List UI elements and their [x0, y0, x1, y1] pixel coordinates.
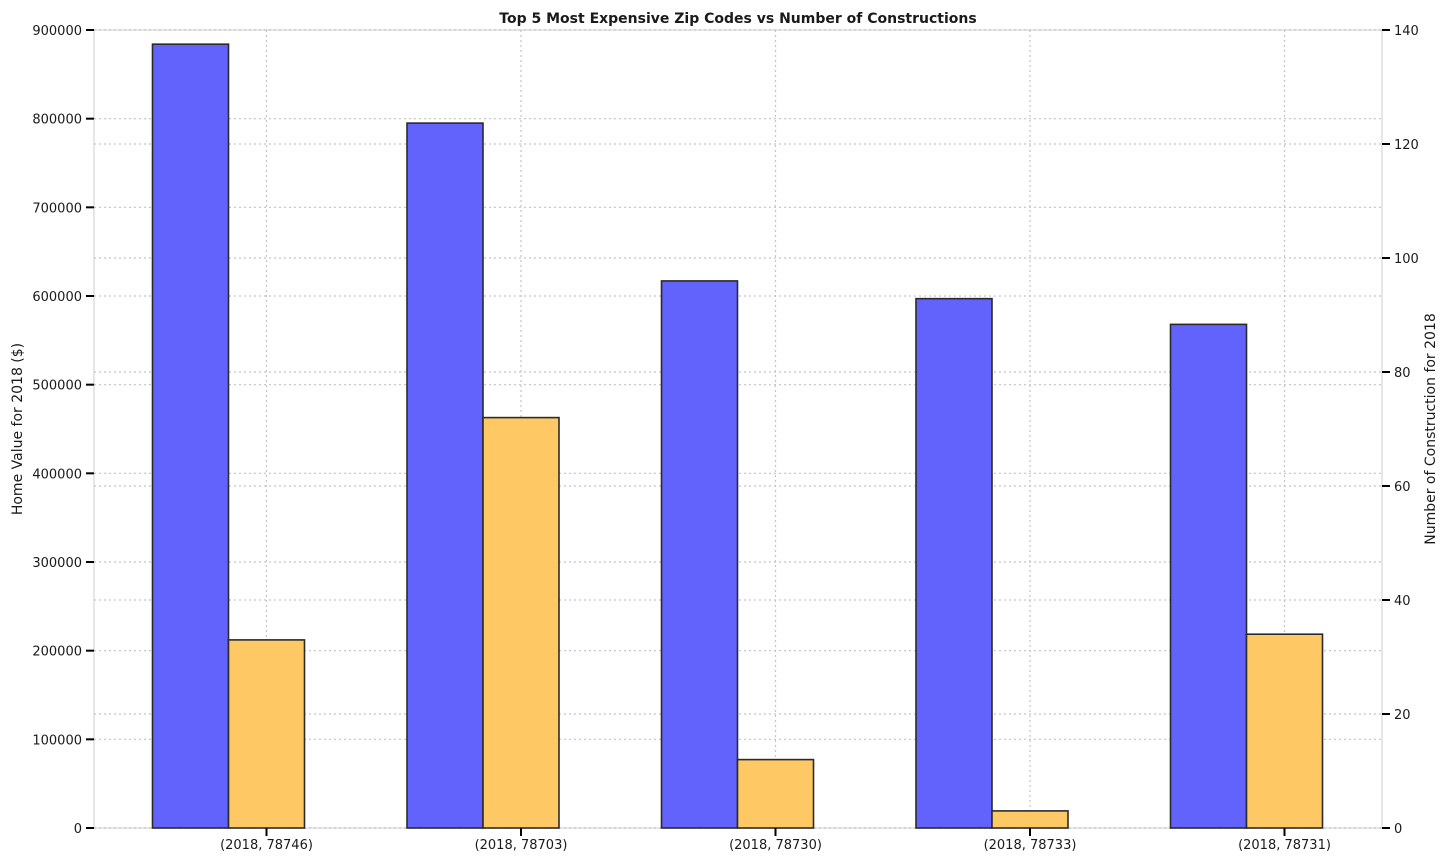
bar-home-value: [151, 43, 230, 829]
x-tick-label: (2018, 78731): [1238, 838, 1331, 853]
y-right-tick-label: 40: [1394, 594, 1411, 609]
x-tick-label: (2018, 78746): [220, 838, 313, 853]
bar-home-value: [406, 122, 484, 829]
bar-home-value: [660, 280, 739, 829]
y-right-tick-label: 80: [1394, 366, 1411, 381]
y-left-tick-label: 100000: [32, 733, 82, 748]
y-left-tick-label: 400000: [32, 467, 82, 482]
y-right-tick-label: 120: [1394, 138, 1419, 153]
y-left-tick-label: 900000: [32, 24, 82, 39]
bar-construction-count: [482, 416, 560, 829]
x-tick-label: (2018, 78703): [475, 838, 568, 853]
y-left-tick-label: 600000: [32, 290, 82, 305]
bar-construction-count: [991, 810, 1069, 829]
y-left-tick-label: 700000: [32, 201, 82, 216]
bar-construction-count: [736, 758, 815, 829]
bar-home-value: [1169, 323, 1248, 829]
y-left-tick-label: 500000: [32, 379, 82, 394]
y-axis-right-label: Number of Construction for 2018: [1423, 313, 1439, 545]
chart-title: Top 5 Most Expensive Zip Codes vs Number…: [499, 11, 976, 27]
x-tick-label: (2018, 78730): [729, 838, 822, 853]
y-right-tick-label: 20: [1394, 708, 1411, 723]
y-left-tick-label: 200000: [32, 645, 82, 660]
x-tick-label: (2018, 78733): [984, 838, 1077, 853]
y-axis-left-label: Home Value for 2018 ($): [10, 343, 26, 515]
y-right-tick-label: 60: [1394, 480, 1411, 495]
y-left-tick-label: 300000: [32, 556, 82, 571]
bar-layer: [151, 43, 1324, 829]
y-right-tick-label: 100: [1394, 252, 1419, 267]
axis-layer: 0 100000 200000 300000 400000 500000 600000 700…: [32, 24, 1418, 853]
y-right-tick-label: 140: [1394, 24, 1419, 39]
y-left-tick-label: 800000: [32, 113, 82, 128]
bar-construction-count: [227, 639, 306, 829]
bar-home-value: [915, 297, 993, 829]
y-left-tick-label: 0: [74, 822, 82, 837]
bar-construction-count: [1245, 633, 1324, 829]
y-right-tick-label: 0: [1394, 822, 1402, 837]
